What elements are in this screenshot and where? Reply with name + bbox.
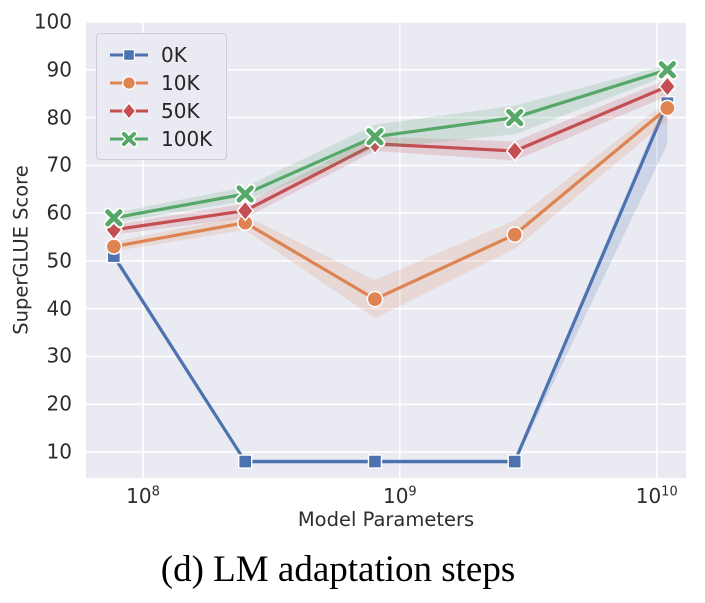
y-axis-label: SuperGLUE Score <box>9 165 33 335</box>
marker-diamond-50k <box>658 75 677 98</box>
marker-square-0k <box>507 454 522 469</box>
marker-circle-10k <box>105 238 123 255</box>
x-axis-label: Model Parameters <box>297 508 475 531</box>
x-tick-label: 109 <box>382 484 417 508</box>
x-tick-label: 108 <box>126 484 160 508</box>
marker-x-100k <box>105 209 123 227</box>
marker-circle-10k <box>122 75 136 90</box>
legend-square-icon <box>110 48 148 61</box>
legend-label: 10K <box>161 70 200 95</box>
marker-square-0k <box>238 454 253 469</box>
marker-diamond-50k <box>121 101 137 120</box>
x-tick-base: 10 <box>382 484 409 508</box>
legend-label: 0K <box>161 42 187 67</box>
marker-circle-10k <box>659 99 676 117</box>
legend-x-icon <box>110 129 148 148</box>
chart-svg <box>86 21 686 478</box>
legend-item-50k: 50K <box>108 97 212 124</box>
marker-square-0k <box>123 48 135 61</box>
legend-diamond-icon <box>110 101 148 120</box>
marker-x-100k <box>366 128 384 146</box>
y-tick-label: 40 <box>46 296 72 321</box>
marker-square-0k <box>367 454 383 469</box>
x-tick-label: 1010 <box>635 484 678 508</box>
y-tick-label: 10 <box>46 439 72 464</box>
y-tick-label: 80 <box>46 105 72 130</box>
x-tick-base: 10 <box>635 484 662 508</box>
legend-item-10k: 10K <box>108 69 212 96</box>
series-band-50k <box>113 79 668 235</box>
y-tick-label: 100 <box>33 9 72 34</box>
marker-diamond-50k <box>236 199 255 222</box>
marker-circle-10k <box>366 290 384 308</box>
series-markers-100k <box>103 59 678 229</box>
legend-label: 100K <box>161 126 213 151</box>
series-band-10k <box>113 100 668 319</box>
y-tick-label: 60 <box>46 200 72 225</box>
marker-x-100k <box>121 131 137 146</box>
marker-circle-10k <box>506 226 524 243</box>
marker-x-100k <box>506 108 524 127</box>
legend-circle-icon <box>110 75 148 90</box>
marker-x-100k <box>658 61 676 79</box>
y-tick-label: 20 <box>46 391 72 416</box>
y-tick-label: 50 <box>46 248 72 273</box>
marker-diamond-50k <box>505 140 524 162</box>
legend-label: 50K <box>161 98 200 123</box>
marker-x-100k <box>236 185 254 203</box>
x-tick-exponent: 8 <box>151 484 160 500</box>
x-tick-exponent: 9 <box>408 484 417 500</box>
x-tick-exponent: 10 <box>661 484 678 500</box>
y-tick-label: 70 <box>46 152 72 177</box>
y-tick-label: 90 <box>46 57 72 82</box>
legend-item-0k: 0K <box>108 41 212 68</box>
legend: 0K 10K 50K 100K <box>96 33 228 160</box>
y-tick-label: 30 <box>46 344 72 369</box>
x-tick-base: 10 <box>126 484 152 508</box>
series-markers-10k <box>105 99 676 308</box>
series-band-100k <box>113 65 668 223</box>
legend-item-100k: 100K <box>108 125 212 152</box>
caption: (d) LM adaptation steps <box>160 549 516 590</box>
